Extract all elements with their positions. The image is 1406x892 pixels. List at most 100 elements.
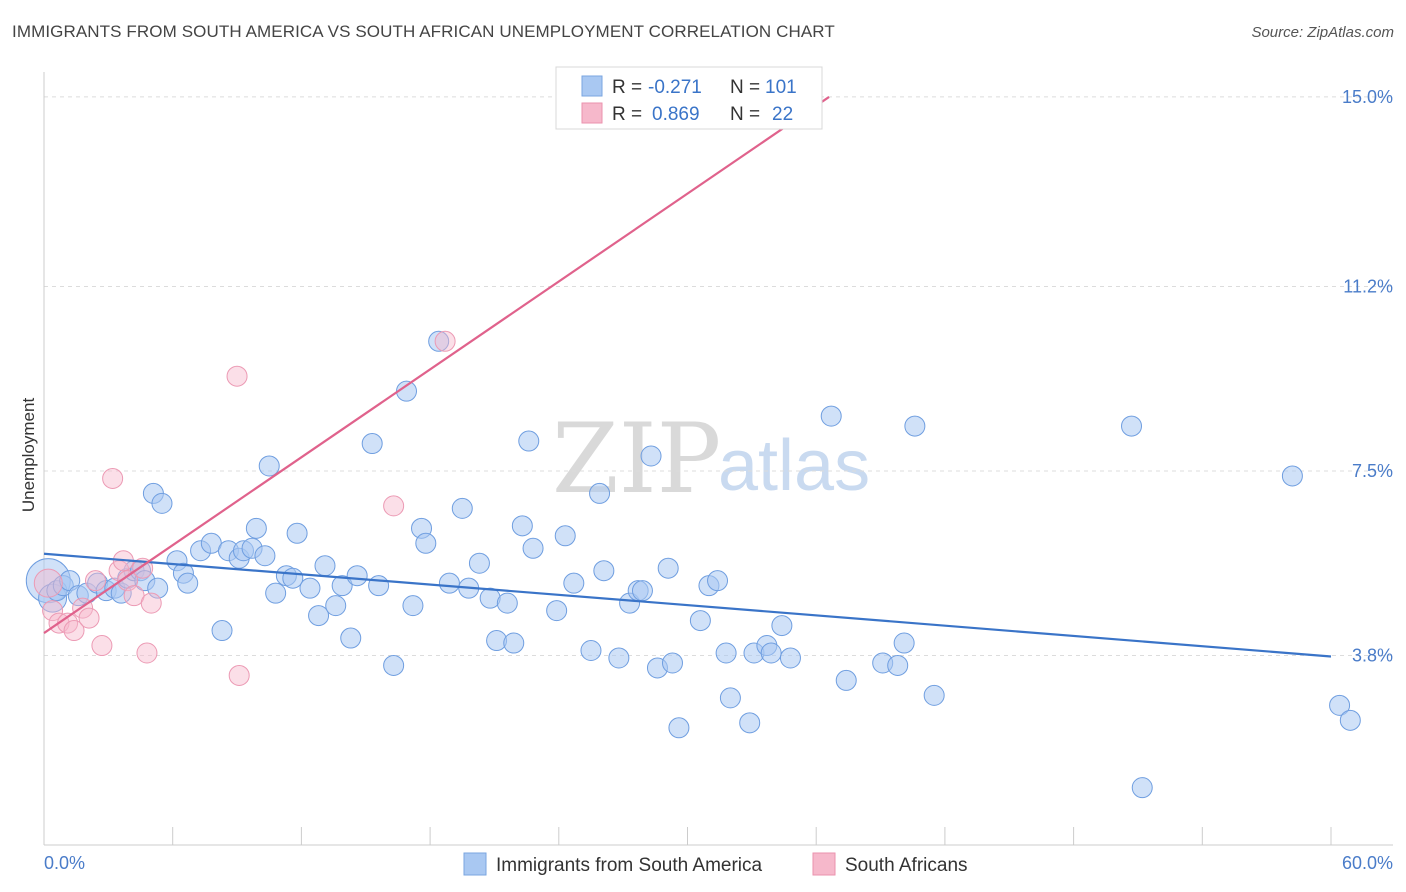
south-africans-point-6 (78, 607, 100, 629)
immigrants-point-39 (331, 575, 353, 597)
immigrants-point-20 (177, 572, 199, 594)
immigrants-point-80 (719, 687, 741, 709)
zipatlas-watermark: ZIP atlas (552, 403, 870, 515)
immigrants-point-98 (1339, 709, 1361, 731)
immigrants-point-42 (361, 433, 383, 455)
immigrants-point-44 (383, 654, 405, 676)
immigrants-point-93 (923, 684, 945, 706)
chart-title: IMMIGRANTS FROM SOUTH AMERICA VS SOUTH A… (12, 22, 835, 41)
series-legend-label-immigrants: Immigrants from South America (496, 855, 763, 876)
immigrants-point-96 (1281, 465, 1303, 487)
legend-r-value-1: -0.271 (648, 77, 702, 98)
immigrants-point-51 (451, 497, 473, 519)
immigrants-point-78 (707, 570, 729, 592)
south-africans-point-9 (102, 467, 124, 489)
south-africans-point-19 (383, 495, 405, 517)
south-africans-point-15 (136, 642, 158, 664)
immigrants-point-84 (760, 642, 782, 664)
immigrants-point-70 (631, 580, 653, 602)
source-label: Source: ZipAtlas.com (1251, 24, 1394, 41)
immigrants-point-87 (820, 405, 842, 427)
immigrants-point-31 (265, 582, 287, 604)
immigrants-point-95 (1131, 777, 1153, 799)
immigrants-point-49 (428, 330, 450, 352)
legend-n-label-2: N = (730, 104, 760, 125)
immigrants-point-73 (657, 557, 679, 579)
immigrants-point-76 (689, 610, 711, 632)
series-immigrants-points (25, 330, 1361, 799)
south-africans-trend-line (43, 96, 830, 634)
immigrants-point-94 (1121, 415, 1143, 437)
immigrants-point-34 (286, 522, 308, 544)
immigrants-point-60 (522, 537, 544, 559)
immigrants-point-79 (715, 642, 737, 664)
immigrants-point-63 (563, 572, 585, 594)
immigrants-point-92 (904, 415, 926, 437)
immigrants-point-71 (640, 445, 662, 467)
series-legend-swatch-pink (812, 852, 836, 876)
y-axis-title: Unemployment (19, 398, 38, 513)
y-tick-labels: 3.8% 7.5% 11.2% 15.0% (1342, 87, 1393, 666)
legend-r-value-2: 0.869 (652, 104, 700, 125)
south-africans-point-8 (91, 635, 113, 657)
x-tick-label-min: 0.0% (44, 853, 85, 873)
immigrants-point-41 (346, 565, 368, 587)
immigrants-trend-line (43, 552, 1332, 658)
series-south-africans-points (33, 330, 456, 686)
immigrants-point-36 (308, 605, 330, 627)
immigrants-point-53 (468, 552, 490, 574)
immigrants-point-67 (608, 647, 630, 669)
legend-n-label-1: N = (730, 77, 760, 98)
immigrants-point-43 (368, 575, 390, 597)
immigrants-point-37 (314, 555, 336, 577)
y-tick-label-0: 3.8% (1352, 645, 1393, 665)
immigrants-point-58 (511, 515, 533, 537)
legend-n-value-1: 101 (765, 77, 797, 98)
watermark-atlas: atlas (718, 426, 870, 506)
immigrants-point-97 (1329, 694, 1351, 716)
immigrants-point-85 (771, 615, 793, 637)
legend-r-label-1: R = (612, 77, 642, 98)
immigrants-point-74 (661, 652, 683, 674)
y-tick-label-3: 15.0% (1342, 87, 1393, 107)
south-africans-point-4 (63, 620, 85, 642)
immigrants-point-86 (779, 647, 801, 669)
legend-n-value-2: 22 (772, 104, 793, 125)
immigrants-point-90 (887, 654, 909, 676)
immigrants-point-23 (211, 620, 233, 642)
south-africans-point-16 (140, 592, 162, 614)
trend-lines (43, 96, 1332, 658)
immigrants-point-59 (518, 430, 540, 452)
immigrants-point-61 (546, 600, 568, 622)
immigrants-point-88 (835, 669, 857, 691)
south-africans-point-20 (434, 330, 456, 352)
immigrants-point-48 (415, 532, 437, 554)
immigrants-point-33 (282, 567, 304, 589)
immigrants-point-56 (496, 592, 518, 614)
y-tick-label-2: 11.2% (1343, 276, 1393, 296)
immigrants-point-57 (503, 632, 525, 654)
immigrants-point-64 (580, 640, 602, 662)
series-legend: Immigrants from South America South Afri… (463, 852, 968, 876)
immigrants-point-38 (325, 595, 347, 617)
series-legend-label-south-africans: South Africans (845, 855, 968, 876)
immigrants-point-66 (593, 560, 615, 582)
immigrants-point-65 (589, 482, 611, 504)
x-tick-label-max: 60.0% (1342, 853, 1393, 873)
immigrants-point-17 (151, 492, 173, 514)
immigrants-point-81 (739, 712, 761, 734)
immigrants-point-35 (299, 577, 321, 599)
legend-swatch-blue (581, 75, 603, 97)
immigrants-point-46 (402, 595, 424, 617)
series-legend-swatch-blue (463, 852, 487, 876)
legend-swatch-pink (581, 102, 603, 124)
correlation-legend: R = -0.271 N = 101 R = 0.869 N = 22 (555, 66, 823, 130)
immigrants-point-40 (340, 627, 362, 649)
watermark-zip: ZIP (552, 403, 721, 515)
immigrants-point-28 (245, 517, 267, 539)
south-africans-point-1 (42, 600, 64, 622)
south-africans-point-7 (84, 570, 106, 592)
immigrants-point-91 (893, 632, 915, 654)
y-tick-label-1: 7.5% (1352, 461, 1393, 481)
